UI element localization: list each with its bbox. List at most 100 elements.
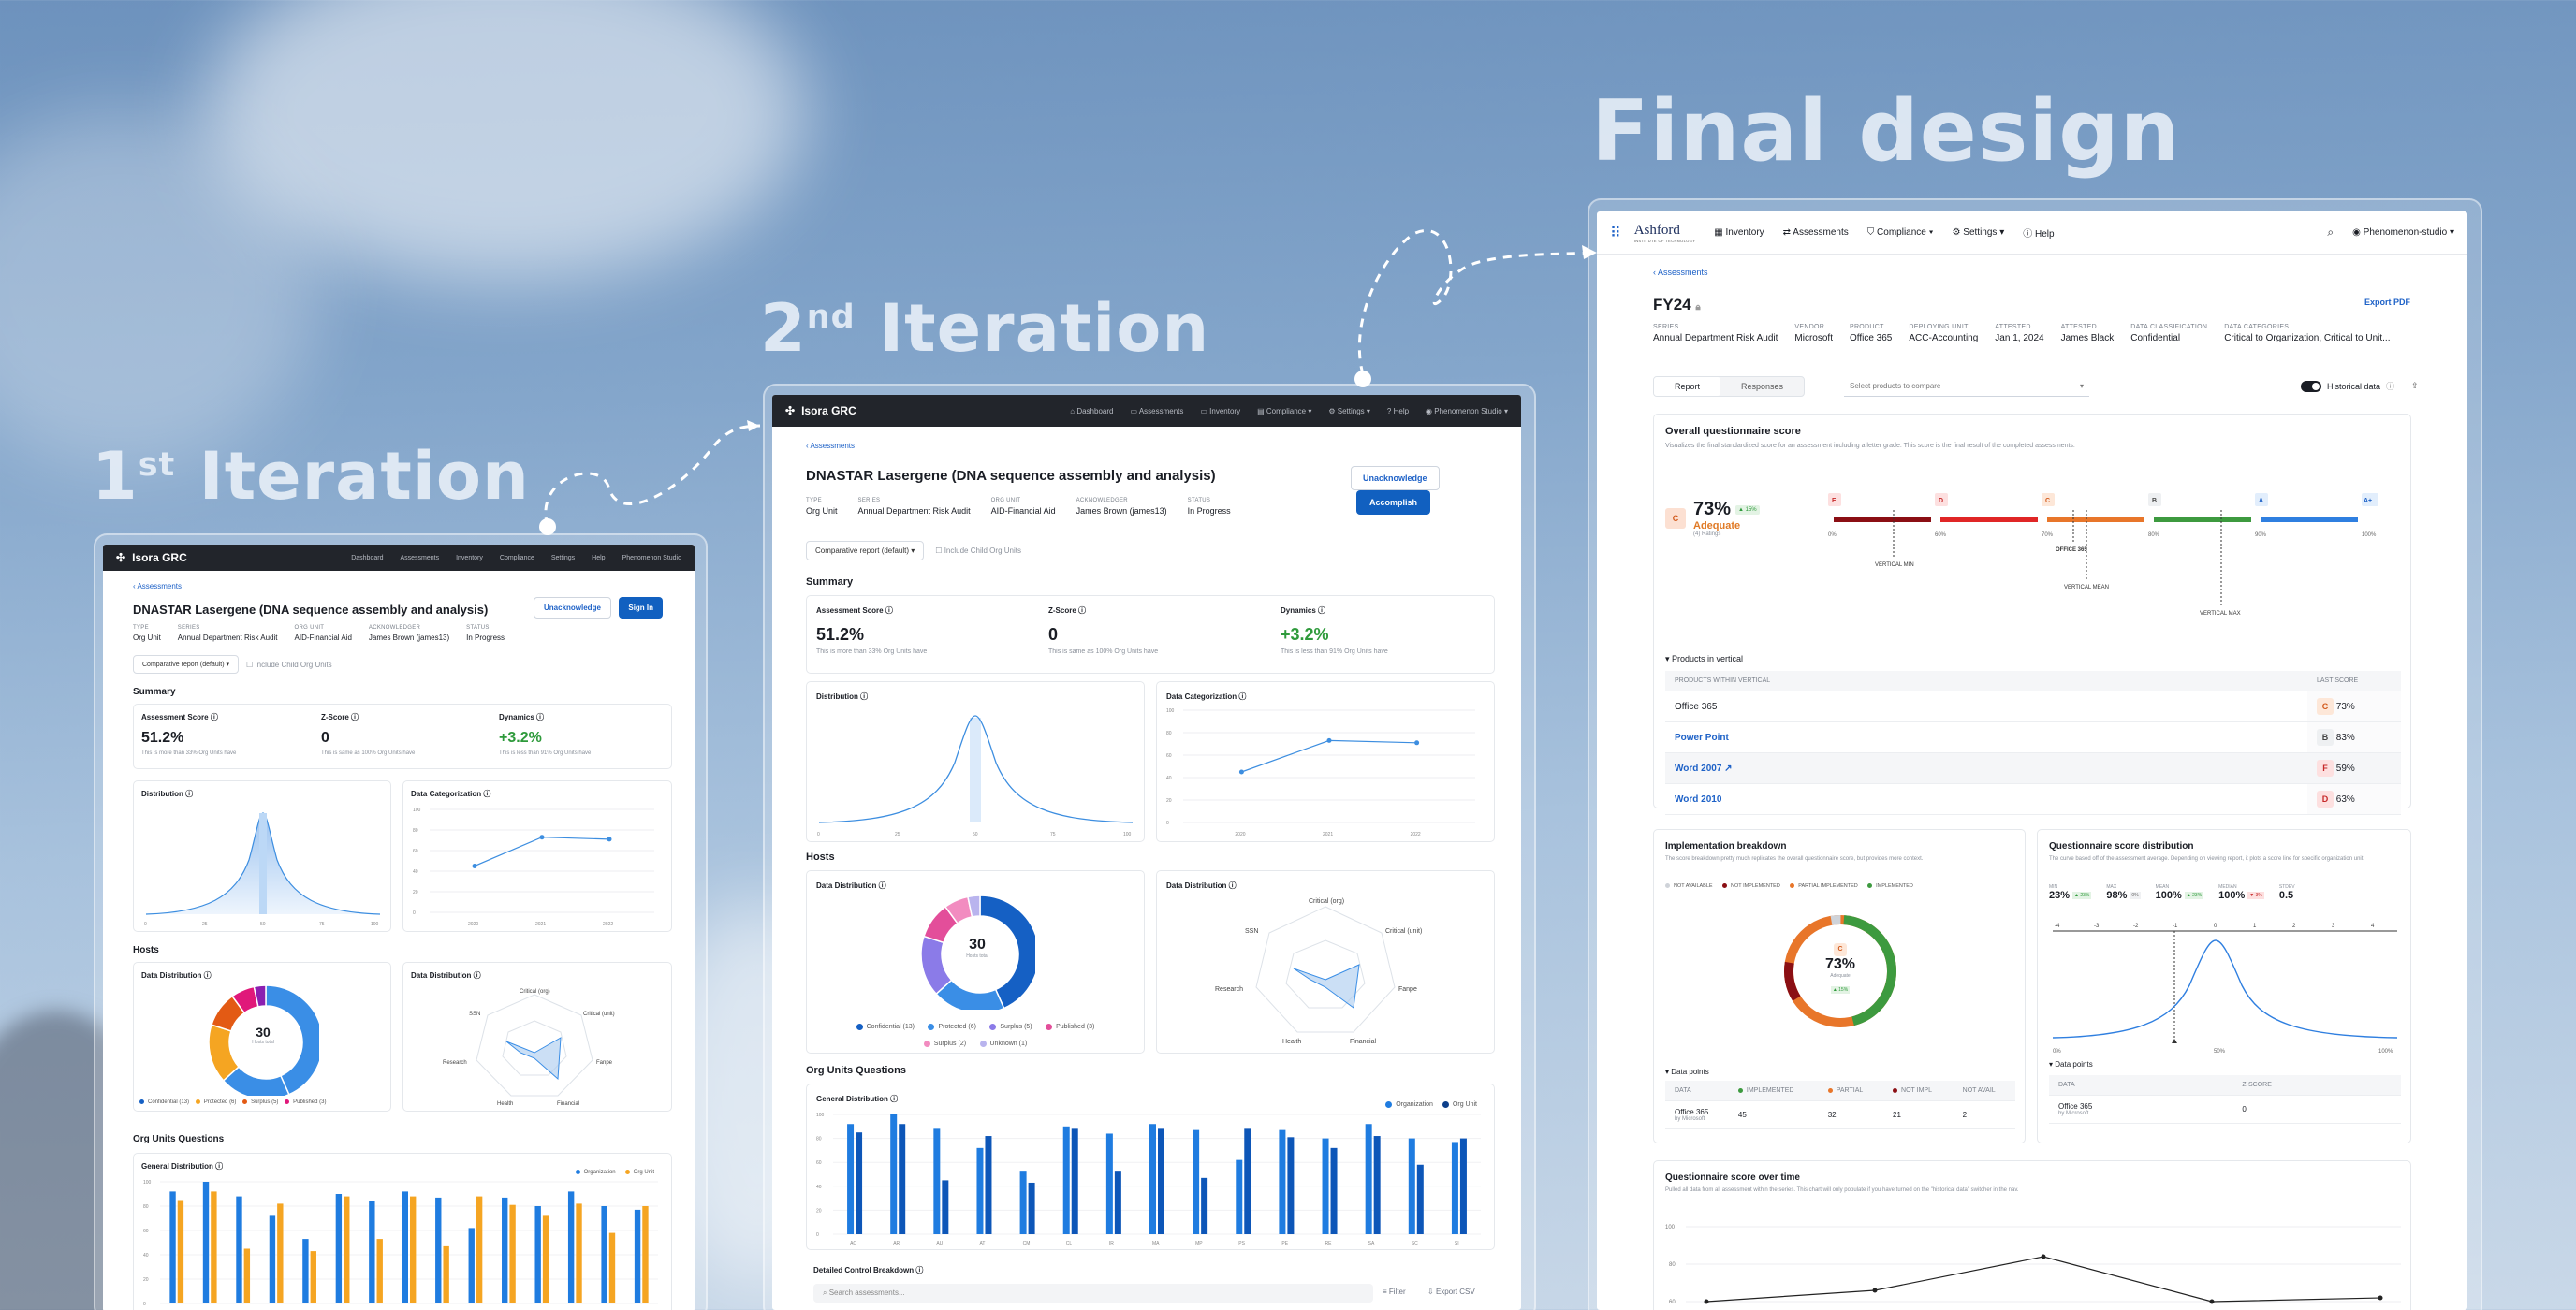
- svg-text:50: 50: [260, 922, 266, 927]
- svg-text:Fanpe: Fanpe: [596, 1060, 613, 1066]
- series-line: [1705, 1256, 2381, 1303]
- include-child-toggle[interactable]: ☐ Include Child Org Units: [935, 546, 1021, 555]
- nav-assessments[interactable]: ▭ Assessments: [1130, 406, 1184, 415]
- y-tick-label: 40: [143, 1253, 149, 1259]
- products-in-vertical-toggle[interactable]: ▾ Products in vertical: [1665, 654, 1744, 663]
- nav-dashboard[interactable]: Dashboard: [351, 554, 384, 561]
- nav-user[interactable]: ◉ Phenomenon Studio ▾: [1426, 406, 1508, 415]
- topnav: ⠿ Ashford INSTITUTE OF TECHNOLOGY ▦ Inven…: [1597, 211, 2467, 255]
- y-tick-label: 100: [143, 1180, 152, 1186]
- nav-dashboard[interactable]: ⌂ Dashboard: [1070, 406, 1114, 415]
- bar: [567, 1191, 575, 1303]
- nav-help[interactable]: ? Help: [1386, 406, 1410, 415]
- export-pdf-button[interactable]: Export PDF: [2364, 298, 2411, 307]
- tab-responses[interactable]: Responses: [1741, 382, 1784, 391]
- historical-toggle[interactable]: Historical data ⓘ ⇪: [2301, 380, 2419, 392]
- svg-text:VERTICAL MEAN: VERTICAL MEAN: [2064, 585, 2109, 590]
- nav-settings[interactable]: ⚙ Settings ▾: [1328, 406, 1370, 415]
- nav-help[interactable]: Help: [592, 554, 606, 561]
- bar: [402, 1191, 408, 1303]
- ashford-logo[interactable]: Ashford INSTITUTE OF TECHNOLOGY: [1633, 222, 1696, 243]
- bar: [310, 1251, 316, 1303]
- bar: [1019, 1171, 1027, 1234]
- compare-select[interactable]: Select products to compare ▾: [1844, 376, 2089, 397]
- breadcrumb[interactable]: ‹ Assessments: [133, 582, 183, 590]
- page-title: DNASTAR Lasergene (DNA sequence assembly…: [806, 468, 1216, 484]
- stats-row: MIN 23% ▲ 23% MAX 98% 0% MEAN 100% ▲ 23% MEDIA…: [2049, 884, 2295, 901]
- nav-settings[interactable]: ⚙ Settings ▾: [1952, 227, 2005, 238]
- bar: [1322, 1138, 1329, 1234]
- distribution-chart: 0 25 50 75 100: [144, 812, 381, 927]
- score-over-time-chart: 100 80 60: [1665, 1225, 2401, 1305]
- nav-assessments[interactable]: Assessments: [400, 554, 440, 561]
- table-row[interactable]: Office 365 by Microsoft 45 32 21 2: [1665, 1100, 2015, 1129]
- score-distribution-chart: -4 -3 -2 -1 0 1 2 3 4 0% 50% 100%: [2052, 924, 2398, 1055]
- table-row[interactable]: Office 365 C 73%: [1665, 691, 2401, 722]
- nav-compliance[interactable]: ▤ Compliance ▾: [1257, 406, 1312, 415]
- bar: [856, 1132, 863, 1234]
- nav-settings[interactable]: Settings: [550, 554, 576, 561]
- svg-text:Research: Research: [443, 1060, 467, 1066]
- user-menu[interactable]: ◉ Phenomenon-studio ▾: [2352, 227, 2454, 238]
- search-icon[interactable]: ⌕: [2327, 226, 2334, 239]
- bar: [976, 1147, 984, 1234]
- meta-fields: TYPE Org Unit SERIES Annual Department Ris…: [133, 625, 505, 642]
- pie-slice: [967, 895, 981, 918]
- external-link-icon[interactable]: ↗: [1724, 763, 1733, 774]
- breadcrumb[interactable]: ‹ Assessments: [1653, 268, 1708, 277]
- tab-report[interactable]: Report: [1654, 377, 1721, 396]
- bar: [1244, 1128, 1251, 1234]
- y-tick-label: 40: [816, 1185, 822, 1190]
- distribution-card: Distribution ⓘ 0 25 50 75 100: [806, 681, 1145, 842]
- general-distribution-card: General Distribution ⓘ Organization Org U…: [133, 1153, 672, 1310]
- accomplish-button[interactable]: Accomplish: [1356, 490, 1431, 515]
- search-input[interactable]: ⌕ Search assessments...: [813, 1284, 1373, 1303]
- bar: [169, 1191, 176, 1303]
- x-tick-label: 2021: [535, 922, 546, 927]
- apps-grid-icon[interactable]: ⠿: [1610, 225, 1621, 241]
- share-icon[interactable]: ⇪: [2411, 381, 2419, 390]
- screen-second-iteration: ✣ Isora GRC ⌂ Dashboard ▭ Assessments ▭ I…: [772, 395, 1521, 1310]
- screen-first-iteration: ✣ Isora GRC Dashboard Assessments Invento…: [103, 545, 695, 1310]
- page-title: FY24 🔒︎: [1653, 296, 1701, 313]
- bar: [601, 1206, 607, 1303]
- x-tick-label: 2022: [1411, 832, 1421, 837]
- breadcrumb[interactable]: ‹ Assessments: [806, 442, 856, 450]
- logo-icon: ✣: [785, 404, 796, 417]
- data-point: [472, 864, 477, 868]
- donut-chart: [208, 984, 319, 1096]
- unacknowledge-button[interactable]: Unacknowledge: [534, 597, 611, 619]
- bar: [1071, 1128, 1078, 1234]
- export-csv-button[interactable]: ⇩ Export CSV: [1427, 1288, 1475, 1296]
- table-row[interactable]: Word 2010 D 63%: [1665, 783, 2401, 815]
- nav-assessments[interactable]: ⇄ Assessments: [1782, 227, 1849, 238]
- report-select[interactable]: Comparative report (default) ▾: [133, 655, 240, 674]
- nav-inventory[interactable]: ▭ Inventory: [1200, 406, 1241, 415]
- sign-in-button[interactable]: Sign In: [619, 597, 664, 619]
- nav-inventory[interactable]: ▦ Inventory: [1714, 227, 1764, 238]
- view-tabs: Report Responses: [1653, 376, 1806, 397]
- bar: [335, 1194, 343, 1303]
- nav-compliance[interactable]: ⛉ Compliance ▾: [1866, 227, 1934, 238]
- report-select[interactable]: Comparative report (default) ▾: [806, 541, 925, 560]
- include-child-toggle[interactable]: ☐ Include Child Org Units: [246, 660, 332, 669]
- distribution-card: Distribution ⓘ 0 25 50 75 100: [133, 780, 391, 932]
- table-row[interactable]: Power Point B 83%: [1665, 721, 2401, 753]
- filter-button[interactable]: ≡ Filter: [1383, 1288, 1406, 1296]
- data-points-toggle-2[interactable]: ▾ Data points: [2049, 1060, 2093, 1069]
- svg-text:Health: Health: [497, 1101, 513, 1107]
- nav-compliance[interactable]: Compliance: [499, 554, 534, 561]
- svg-text:B: B: [2152, 498, 2157, 504]
- data-categorization-chart: 0 20 40 60 80 100 2020 2021 2022: [413, 808, 654, 927]
- nav-help[interactable]: ⓘ Help: [2023, 229, 2055, 240]
- table-row[interactable]: Word 2007 ↗ F 59%: [1665, 752, 2401, 784]
- impl-legend: NOT AVAILABLE NOT IMPLEMENTED PARTIAL IM…: [1665, 875, 1919, 892]
- bar: [1114, 1171, 1121, 1234]
- summary-card: Assessment Score ⓘ 51.2% This is more than…: [806, 595, 1495, 674]
- unacknowledge-button[interactable]: Unacknowledge: [1351, 466, 1440, 490]
- data-distribution-card: Data Distribution ⓘ 30 Hosts total Confid…: [806, 870, 1145, 1054]
- data-points-toggle[interactable]: ▾ Data points: [1665, 1068, 1709, 1076]
- nav-inventory[interactable]: Inventory: [456, 554, 483, 561]
- nav-user[interactable]: Phenomenon Studio: [622, 554, 681, 561]
- table-row[interactable]: Office 365 by Microsoft 0: [2049, 1095, 2401, 1124]
